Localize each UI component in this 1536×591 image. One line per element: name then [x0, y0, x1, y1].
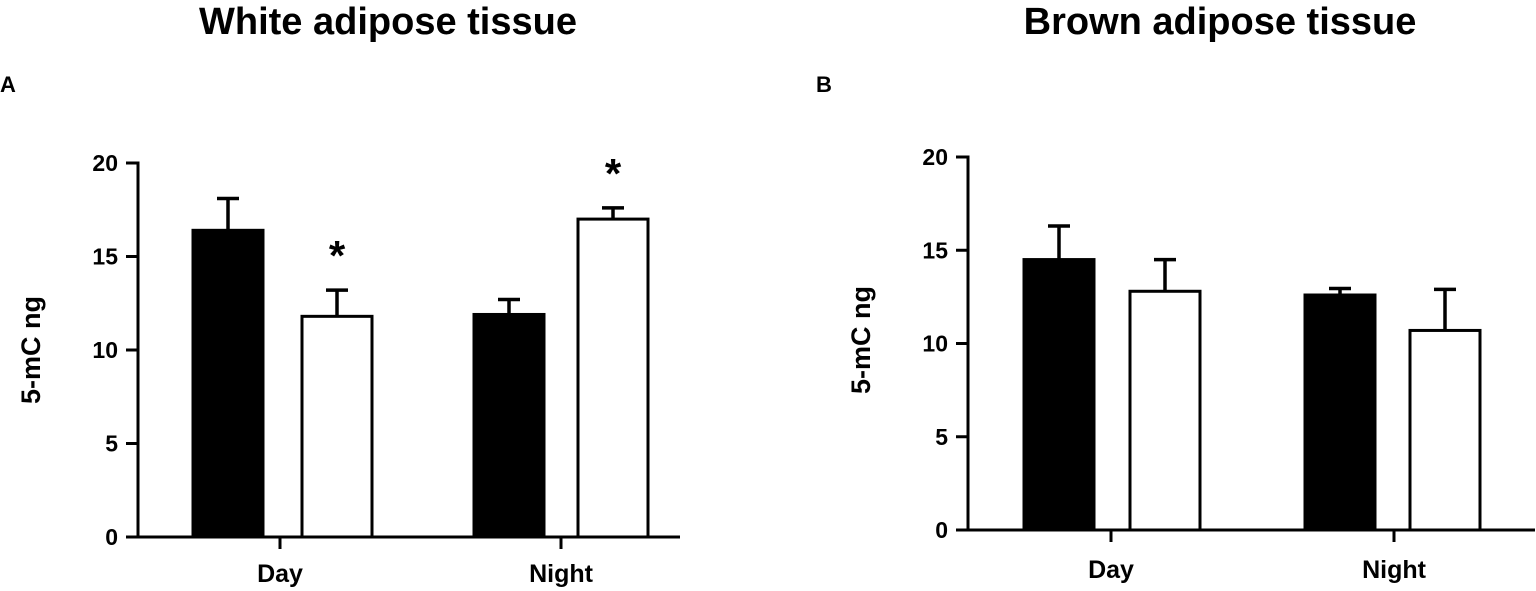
x-tick-label: Day — [1088, 556, 1134, 584]
x-tick-label: Night — [1362, 556, 1427, 584]
bar-night-series-1 — [1303, 293, 1377, 532]
x-tick-label: Night — [529, 560, 594, 588]
panel-label: B — [816, 72, 832, 97]
bar-night-series-2 — [1408, 328, 1482, 532]
chart-panel-b: Brown adipose tissue B 5-mC ng 0 5 10 15 20 Day N… — [816, 1, 1535, 584]
chart-panel-a: White adipose tissue A 5-mC ng 0 5 10 15 20 Day N… — [0, 1, 680, 588]
bar-day-series-1 — [191, 228, 265, 539]
y-tick-label: 5 — [935, 424, 948, 450]
y-tick-label: 20 — [922, 144, 948, 170]
y-tick-label: 5 — [105, 431, 118, 457]
y-axis-label: 5-mC ng — [846, 286, 876, 394]
bar-night-series-1 — [472, 312, 546, 539]
y-tick-label: 15 — [922, 237, 948, 263]
significance-marker: * — [329, 232, 346, 279]
bar-day-series-1 — [1022, 258, 1096, 532]
panel-label: A — [0, 72, 16, 97]
y-tick-label: 10 — [922, 331, 948, 357]
y-tick-label: 15 — [92, 244, 118, 270]
y-tick-label: 0 — [105, 524, 118, 550]
bar-night-series-2 — [576, 217, 650, 539]
significance-marker: * — [605, 150, 622, 197]
y-tick-label: 0 — [935, 517, 948, 543]
y-axis-label: 5-mC ng — [16, 296, 46, 404]
bar-day-series-2 — [1128, 289, 1202, 532]
x-tick-label: Day — [257, 560, 303, 588]
bar-day-series-2 — [300, 314, 374, 539]
chart-title: White adipose tissue — [199, 1, 577, 43]
y-tick-label: 20 — [92, 150, 118, 176]
chart-title: Brown adipose tissue — [1024, 1, 1417, 43]
y-tick-label: 10 — [92, 337, 118, 363]
